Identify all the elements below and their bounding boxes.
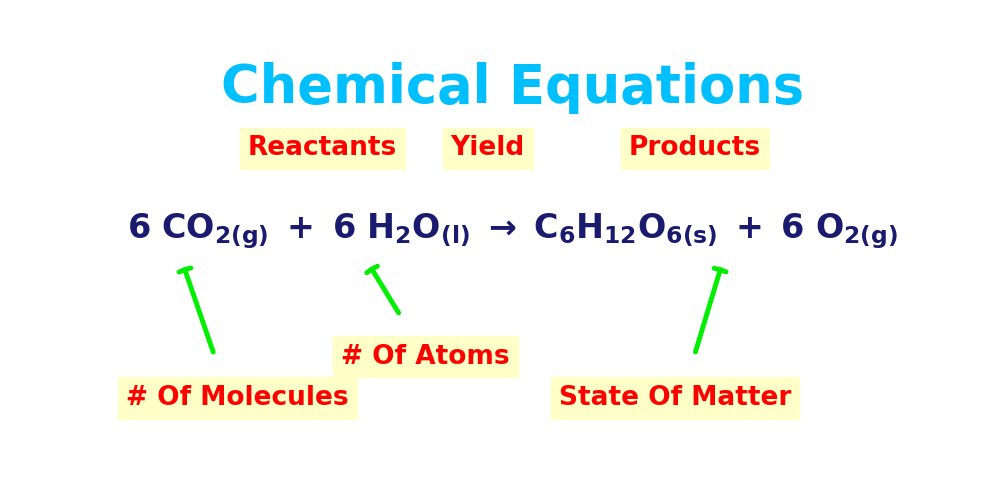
Text: # Of Atoms: # Of Atoms — [341, 343, 510, 370]
Text: State Of Matter: State Of Matter — [559, 385, 791, 411]
Text: $\mathbf{6\ CO_{2(g)}\ +\ 6\ H_2O_{(l)}\ \rightarrow\ C_6H_{12}O_{6(s)}\ +\ 6\ O: $\mathbf{6\ CO_{2(g)}\ +\ 6\ H_2O_{(l)}\… — [127, 211, 898, 251]
Text: Products: Products — [629, 135, 761, 161]
Text: Reactants: Reactants — [248, 135, 397, 161]
Text: # Of Molecules: # Of Molecules — [126, 385, 349, 411]
Text: Chemical Equations: Chemical Equations — [221, 62, 804, 114]
Text: Yield: Yield — [451, 135, 525, 161]
